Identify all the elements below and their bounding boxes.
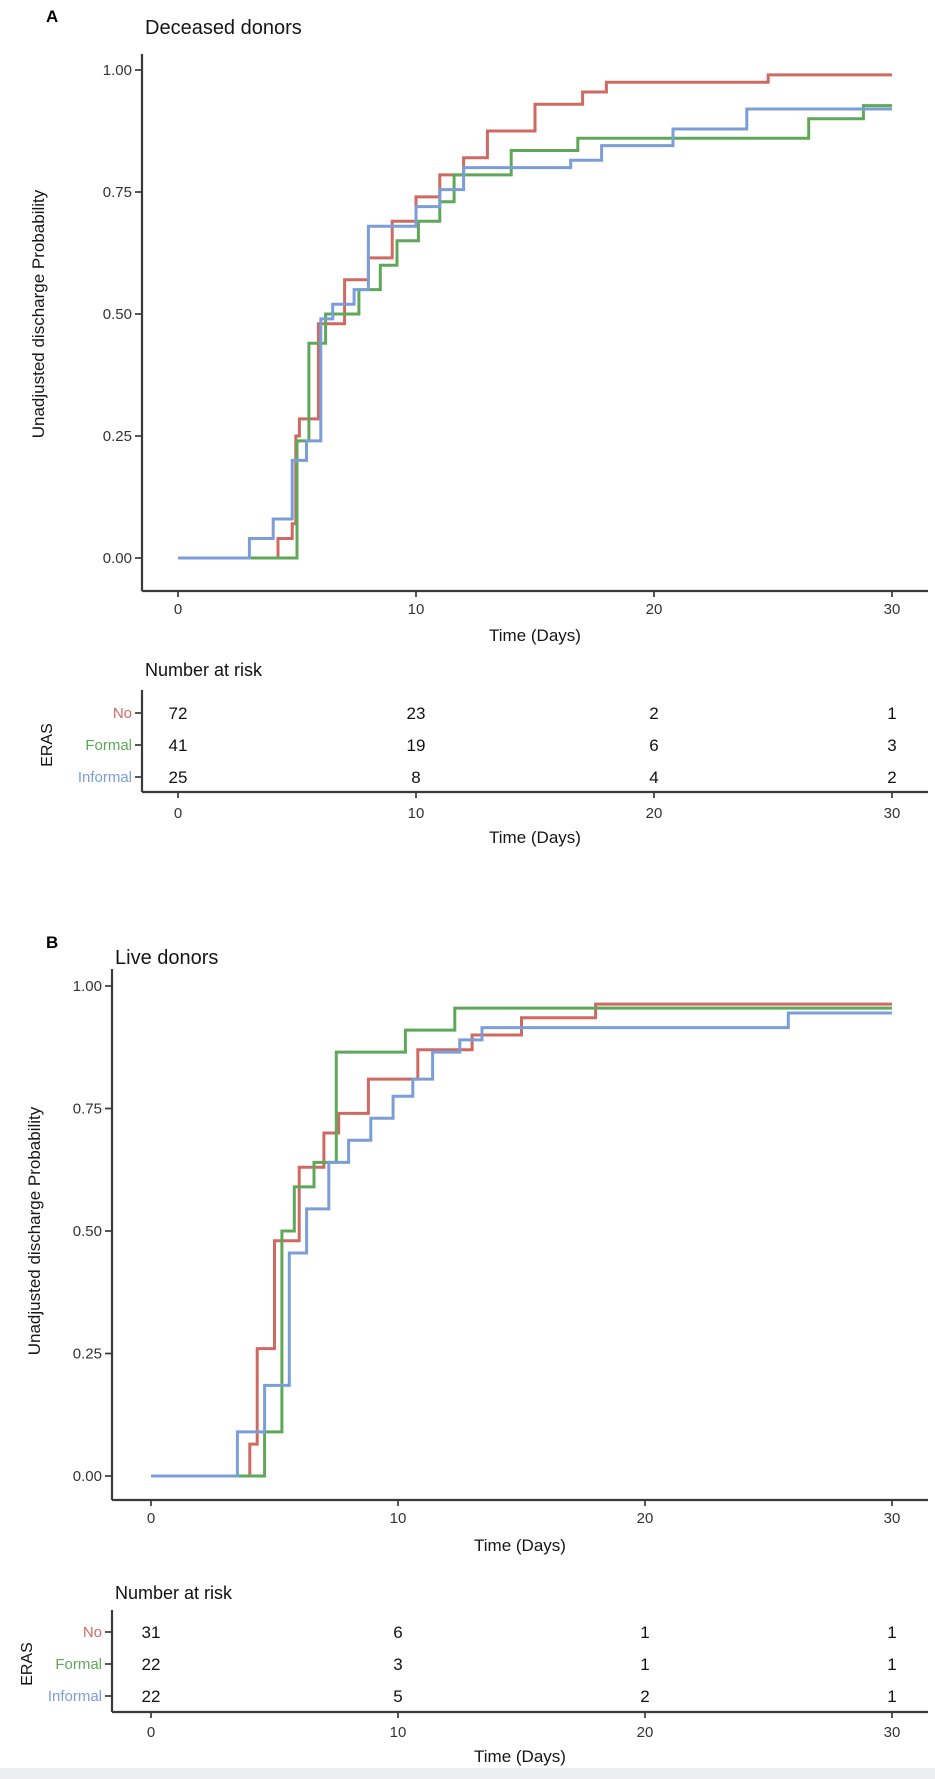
panel-b-plot: 1.00 0.75 0.50 0.25 0.00 0 10 20 30 (73, 969, 928, 1527)
panel-a-plot: 1.00 0.75 0.50 0.25 0.00 0 10 20 30 (103, 54, 928, 618)
risk-x-tick-label: 20 (646, 805, 663, 822)
risk-x-tick-label: 10 (408, 805, 425, 822)
risk-value: 1 (887, 1655, 896, 1674)
panel-b-risk-heading: Number at risk (115, 1583, 233, 1603)
panel-a-eras-label: ERAS (39, 723, 56, 767)
panel-b-title: Live donors (115, 947, 218, 969)
risk-row-label-no: No (83, 1624, 102, 1641)
risk-x-tick-label: 30 (884, 805, 901, 822)
x-tick-label: 0 (174, 601, 182, 618)
risk-row-label-formal: Formal (85, 737, 132, 754)
risk-value: 3 (393, 1655, 402, 1674)
x-tick-label: 10 (408, 601, 425, 618)
x-tick-label: 20 (646, 601, 663, 618)
panel-b-ylabel: Unadjusted discharge Probability (25, 1106, 44, 1355)
risk-row-label-formal: Formal (55, 1656, 102, 1673)
x-tick-label: 10 (390, 1510, 407, 1527)
risk-value: 8 (411, 768, 420, 787)
risk-value: 6 (649, 736, 658, 755)
risk-x-tick-label: 30 (884, 1724, 901, 1741)
x-tick-label: 30 (884, 601, 901, 618)
y-tick-label: 0.75 (103, 184, 132, 201)
risk-x-tick-label: 20 (637, 1724, 654, 1741)
panel-b: B Live donors Unadjusted discharge Proba… (0, 933, 935, 1779)
km-curve-formal (178, 104, 892, 560)
risk-value: 23 (407, 704, 426, 723)
panel-b-letter: B (46, 933, 58, 952)
risk-value: 31 (142, 1623, 161, 1642)
risk-x-tick-label: 0 (147, 1724, 155, 1741)
risk-value: 1 (887, 1687, 896, 1706)
panel-a-ylabel: Unadjusted discharge Probability (29, 189, 48, 438)
risk-value: 2 (887, 768, 896, 787)
x-tick-label: 30 (884, 1510, 901, 1527)
risk-value: 2 (640, 1687, 649, 1706)
y-tick-label: 0.25 (103, 428, 132, 445)
y-tick-label: 1.00 (103, 62, 132, 79)
risk-x-tick-label: 0 (174, 805, 182, 822)
y-tick-label: 0.00 (73, 1468, 102, 1485)
risk-row-label-no: No (113, 705, 132, 722)
y-tick-label: 0.50 (103, 306, 132, 323)
risk-value: 19 (407, 736, 426, 755)
risk-value: 2 (649, 704, 658, 723)
risk-row-label-informal: Informal (78, 769, 132, 786)
x-tick-label: 20 (637, 1510, 654, 1527)
panel-a-title: Deceased donors (145, 17, 302, 39)
y-tick-label: 0.50 (73, 1223, 102, 1240)
y-tick-label: 1.00 (73, 978, 102, 995)
risk-value: 1 (887, 1623, 896, 1642)
panel-a-risk-xlabel: Time (Days) (489, 828, 581, 847)
risk-value: 1 (887, 704, 896, 723)
panel-b-xlabel: Time (Days) (474, 1536, 566, 1555)
risk-value: 41 (169, 736, 188, 755)
risk-value: 1 (640, 1655, 649, 1674)
y-tick-label: 0.75 (73, 1101, 102, 1118)
panel-a-letter: A (46, 7, 58, 26)
panel-a-xlabel: Time (Days) (489, 626, 581, 645)
km-curve-informal (178, 107, 892, 560)
risk-value: 72 (169, 704, 188, 723)
risk-value: 4 (649, 768, 658, 787)
km-curve-no (178, 73, 892, 560)
km-curve-informal (151, 1011, 892, 1478)
panel-a-risk-heading: Number at risk (145, 660, 263, 680)
risk-value: 25 (169, 768, 188, 787)
risk-value: 1 (640, 1623, 649, 1642)
risk-row-label-informal: Informal (48, 1688, 102, 1705)
risk-value: 6 (393, 1623, 402, 1642)
figure-bottom-strip (0, 1768, 935, 1779)
risk-value: 3 (887, 736, 896, 755)
risk-value: 5 (393, 1687, 402, 1706)
km-curve-formal (151, 1006, 892, 1478)
panel-b-eras-label: ERAS (19, 1642, 36, 1686)
risk-value: 22 (142, 1687, 161, 1706)
risk-x-tick-label: 10 (390, 1724, 407, 1741)
panel-b-risk-xlabel: Time (Days) (474, 1747, 566, 1766)
km-curve-no (151, 1002, 892, 1478)
y-tick-label: 0.00 (103, 550, 132, 567)
panel-a: A Deceased donors Unadjusted discharge P… (29, 7, 928, 847)
x-tick-label: 0 (147, 1510, 155, 1527)
risk-value: 22 (142, 1655, 161, 1674)
y-tick-label: 0.25 (73, 1346, 102, 1363)
